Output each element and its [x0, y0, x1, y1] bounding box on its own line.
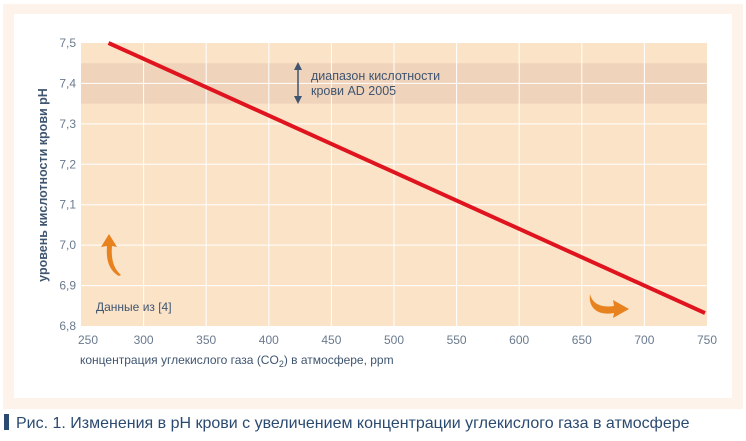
y-tick-label: 7,0 [59, 238, 76, 252]
x-tick-label: 400 [259, 333, 279, 347]
x-tick-label: 600 [509, 333, 529, 347]
grid [81, 43, 707, 326]
band-label-line2: крови AD 2005 [311, 84, 396, 98]
caption-marker [4, 414, 9, 430]
y-axis-label: уровень кислотности крови pH [36, 88, 50, 282]
x-tick-label: 300 [134, 333, 154, 347]
x-tick-label: 700 [634, 333, 654, 347]
x-tick-label: 650 [572, 333, 592, 347]
y-tick-label: 7,4 [59, 76, 76, 90]
y-tick-label: 7,1 [59, 198, 76, 212]
y-ticks: 6,8 6,9 7,0 7,1 7,2 7,3 7,4 7,5 [59, 36, 76, 333]
x-tick-label: 350 [196, 333, 216, 347]
band-range-arrow-icon [294, 62, 302, 104]
x-tick-label: 250 [78, 333, 98, 347]
x-tick-label: 450 [321, 333, 341, 347]
x-axis-label: концентрация углекислого газа (CO2) в ат… [80, 353, 394, 369]
y-tick-label: 6,8 [59, 319, 76, 333]
x-tick-label: 500 [384, 333, 404, 347]
data-source-annotation: Данные из [4] [96, 300, 172, 314]
right-arrow-icon [589, 294, 629, 318]
figure-caption: Рис. 1. Изменения в pH крови с увеличени… [16, 415, 690, 432]
x-tick-label: 550 [447, 333, 467, 347]
series-line [107, 41, 706, 315]
band-label-line1: диапазон кислотности [311, 69, 440, 83]
up-arrow-icon [101, 234, 121, 276]
y-tick-label: 6,9 [59, 279, 76, 293]
x-ticks: 250 300 350 400 450 500 550 600 650 700 750 [78, 333, 717, 347]
y-tick-label: 7,5 [59, 36, 76, 50]
x-tick-label: 750 [697, 333, 717, 347]
y-tick-label: 7,3 [59, 117, 76, 131]
y-tick-label: 7,2 [59, 157, 76, 171]
